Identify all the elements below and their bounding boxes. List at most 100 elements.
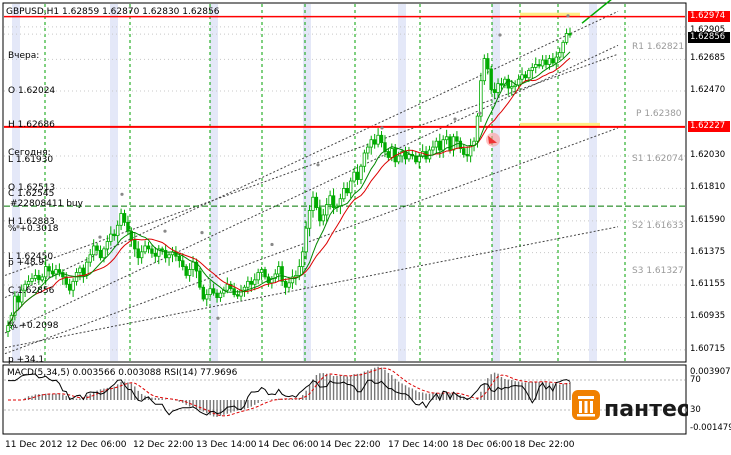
candle-body bbox=[235, 294, 240, 297]
lower-trend-line bbox=[4, 226, 619, 349]
fractal-marker bbox=[120, 192, 124, 196]
candle-body bbox=[136, 248, 140, 259]
candle-body bbox=[304, 227, 308, 253]
candle-body bbox=[105, 241, 110, 250]
candle-body bbox=[13, 295, 17, 316]
markers bbox=[16, 14, 570, 320]
ind-axis-30: 30 bbox=[690, 405, 701, 415]
price-tick-label: 1.62227 bbox=[688, 120, 730, 132]
candle-body bbox=[133, 239, 137, 250]
candle-body bbox=[167, 254, 171, 259]
candle-body bbox=[47, 266, 51, 272]
candle-body bbox=[458, 140, 463, 149]
candle-body bbox=[386, 151, 391, 158]
price-tick-label: 1.60935 bbox=[690, 311, 726, 322]
fractal-marker bbox=[566, 14, 570, 18]
candle-body bbox=[444, 136, 449, 141]
candle-body bbox=[33, 275, 38, 279]
candle-body bbox=[369, 139, 373, 148]
price-tick-label: 1.62905 bbox=[690, 24, 726, 35]
pivot-s3-label: S3 1.61327 bbox=[632, 266, 684, 276]
time-tick-label: 12 Dec 06:00 bbox=[66, 440, 127, 450]
fractal-marker bbox=[98, 235, 102, 239]
candle-body bbox=[379, 134, 384, 144]
candle-body bbox=[359, 165, 363, 180]
candle-body bbox=[242, 286, 247, 291]
fractal-marker bbox=[478, 111, 482, 115]
candle-body bbox=[479, 80, 483, 117]
ind-axis-max: 0.003907 bbox=[690, 367, 731, 377]
candle-body bbox=[376, 134, 380, 145]
candle-body bbox=[448, 136, 452, 151]
logo-text: пантеон bbox=[604, 397, 688, 422]
candle-body bbox=[348, 180, 353, 194]
candle-body bbox=[88, 254, 92, 263]
candle-body bbox=[499, 83, 504, 86]
candle-body bbox=[431, 146, 435, 151]
candle-body bbox=[81, 267, 86, 276]
session-bands bbox=[12, 4, 597, 361]
candle-body bbox=[318, 207, 322, 222]
candle-body bbox=[287, 282, 291, 288]
candle-body bbox=[530, 67, 535, 71]
price-tick-label: 1.62856 bbox=[688, 32, 730, 44]
candle-body bbox=[16, 295, 20, 303]
session-band bbox=[303, 4, 311, 361]
candle-body bbox=[568, 33, 572, 36]
candle-body bbox=[372, 139, 377, 145]
candle-body bbox=[218, 292, 223, 298]
channel-middle-line bbox=[4, 44, 619, 334]
candle-body bbox=[98, 249, 103, 259]
price-tick-label: 1.61375 bbox=[690, 246, 726, 257]
candle-body bbox=[163, 249, 168, 259]
candle-body bbox=[527, 69, 531, 79]
today-close: C 1.62856 bbox=[8, 286, 55, 296]
candle-body bbox=[475, 115, 480, 142]
candle-body bbox=[558, 52, 562, 58]
fractal-marker bbox=[498, 33, 502, 37]
today-open: O 1.62513 bbox=[8, 182, 56, 193]
time-tick-label: 14 Dec 22:00 bbox=[320, 440, 381, 450]
session-band bbox=[110, 4, 118, 361]
candle-body bbox=[396, 155, 401, 163]
panteon-logo: пантеон bbox=[570, 387, 707, 427]
candle-body bbox=[91, 245, 96, 256]
today-title: Сегодня: bbox=[8, 148, 51, 158]
candle-body bbox=[78, 267, 82, 273]
time-tick-label: 14 Dec 06:00 bbox=[258, 440, 319, 450]
time-tick-label: 18 Dec 22:00 bbox=[514, 440, 575, 450]
candle-body bbox=[215, 292, 219, 298]
candle-body bbox=[540, 59, 545, 67]
candle-body bbox=[338, 198, 343, 207]
candle-body bbox=[342, 188, 346, 200]
fractal-marker bbox=[216, 316, 220, 320]
fractal-marker bbox=[453, 117, 457, 121]
candle-body bbox=[465, 154, 469, 157]
candle-body bbox=[324, 204, 329, 216]
candle-body bbox=[198, 270, 202, 288]
candle-body bbox=[314, 196, 319, 208]
price-tick-label: 1.62470 bbox=[690, 85, 726, 96]
candle-body bbox=[40, 276, 44, 281]
candle-body bbox=[37, 275, 41, 281]
support-highlight bbox=[520, 122, 600, 127]
session-band bbox=[589, 4, 597, 361]
symbol-header: GBPUSD,H1 1.62859 1.62870 1.62830 1.6285… bbox=[6, 7, 220, 17]
candle-body bbox=[451, 136, 456, 151]
candle-body bbox=[95, 245, 99, 251]
candle-body bbox=[181, 260, 185, 267]
candle-body bbox=[43, 266, 48, 278]
candle-body bbox=[184, 266, 188, 276]
candle-body bbox=[187, 269, 192, 276]
indicator-drawing bbox=[4, 366, 685, 417]
candle-body bbox=[523, 74, 528, 79]
candle-body bbox=[54, 269, 58, 275]
candle-body bbox=[321, 214, 325, 222]
candle-body bbox=[297, 266, 301, 276]
candle-body bbox=[311, 196, 315, 211]
candle-body bbox=[194, 261, 199, 272]
candle-body bbox=[434, 140, 439, 148]
price-tick-label: 1.62974 bbox=[688, 10, 730, 22]
candle-body bbox=[492, 89, 497, 93]
candle-body bbox=[277, 266, 281, 275]
